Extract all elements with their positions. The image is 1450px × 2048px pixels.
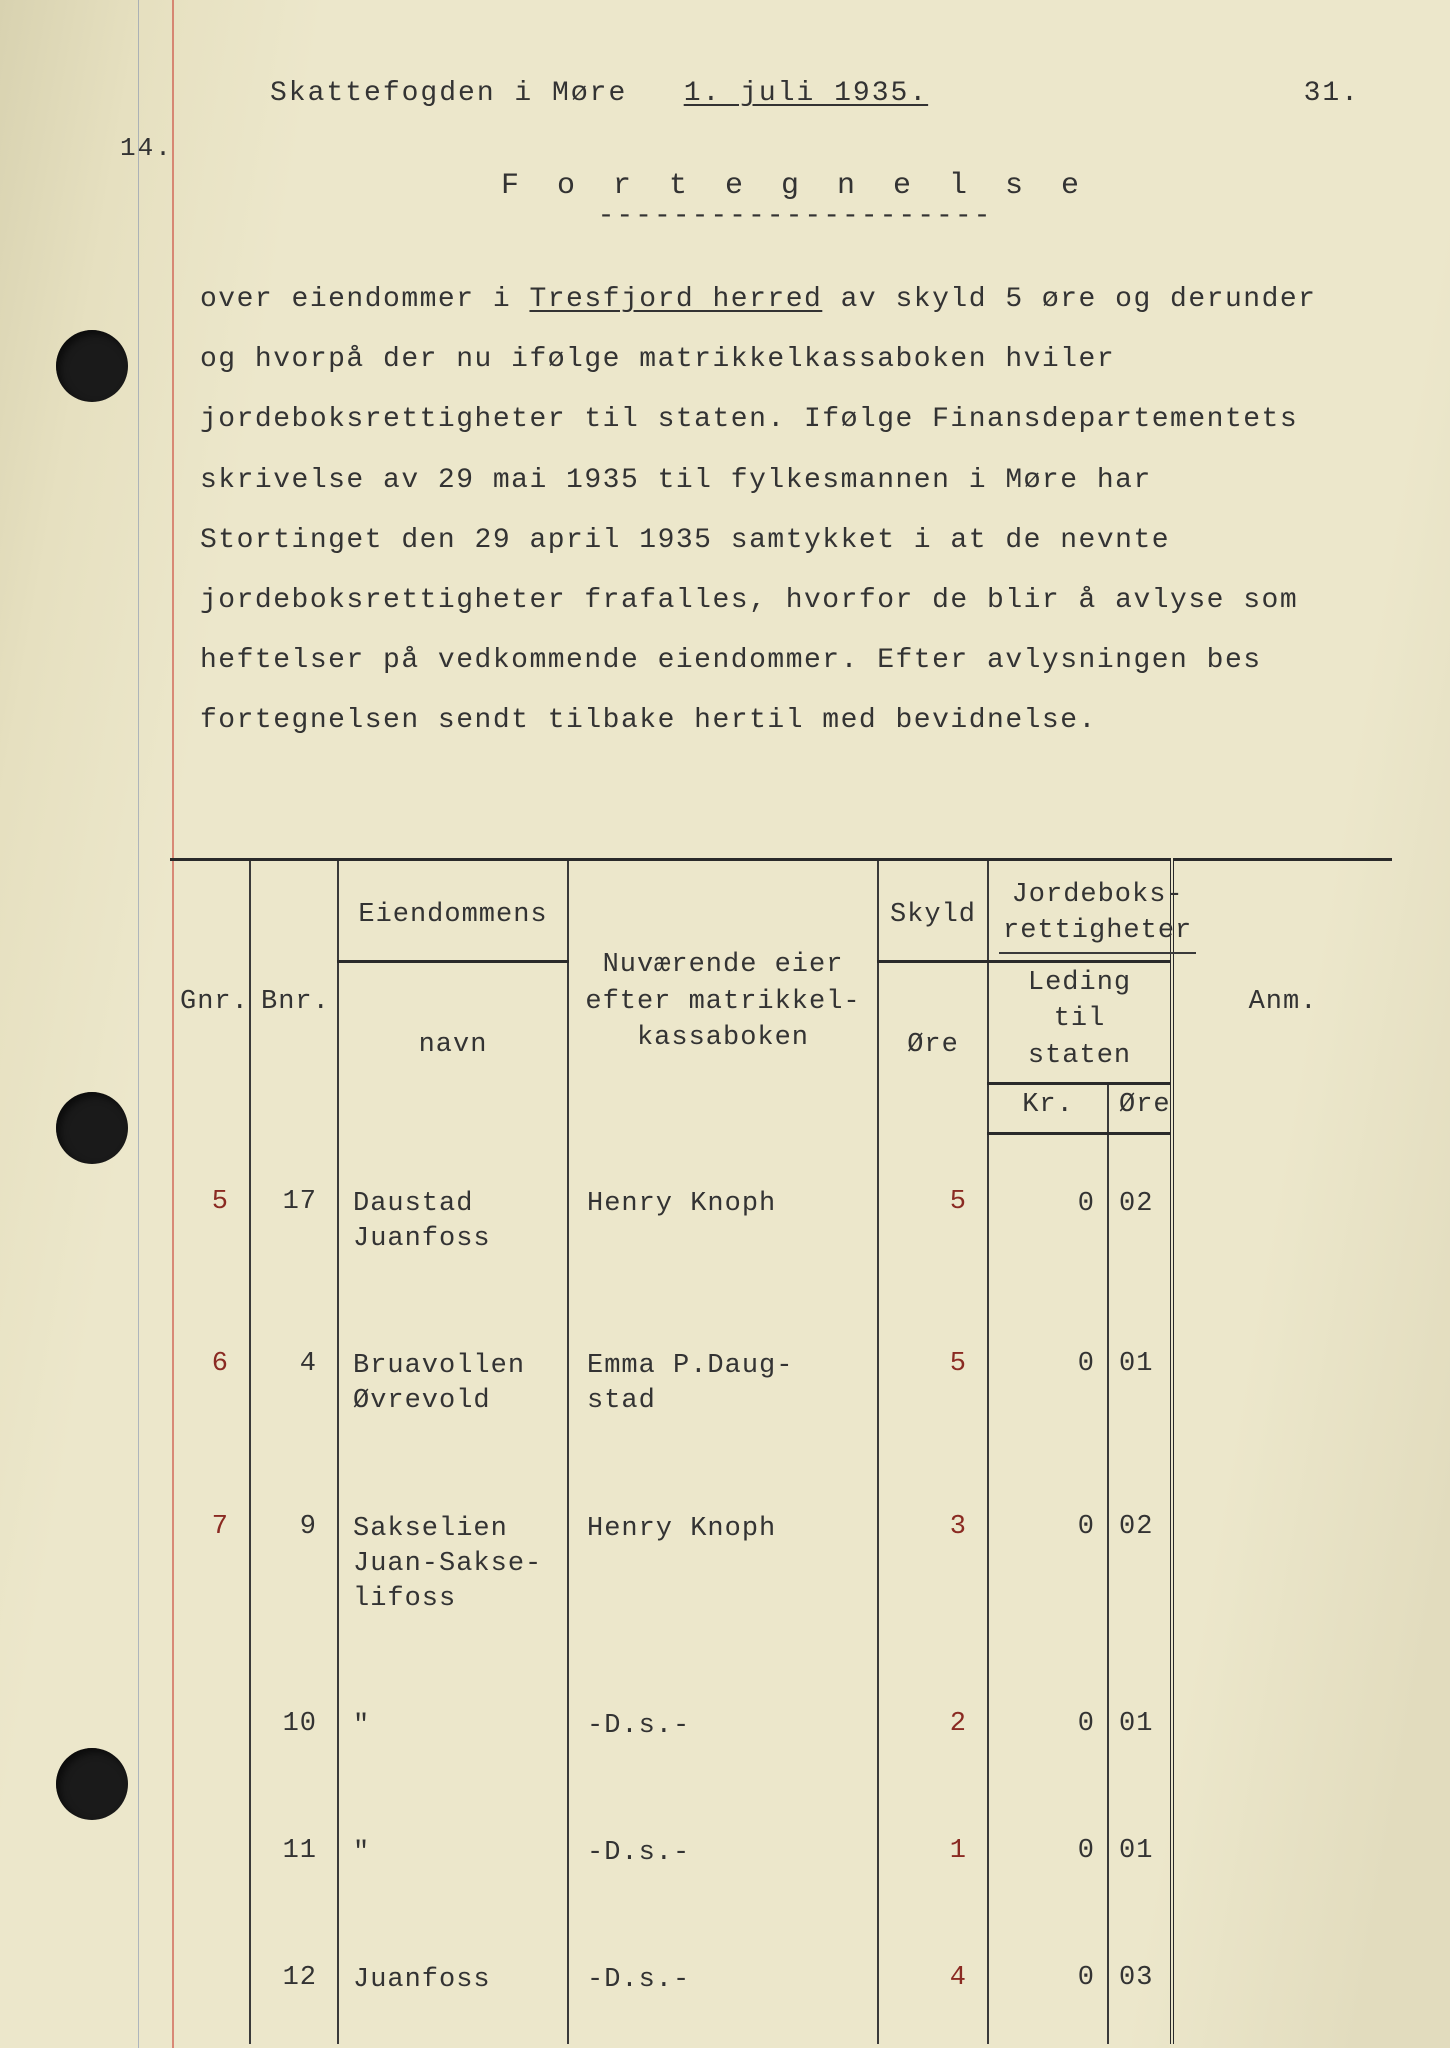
table-row: 79SakselienJuan-Sakse-lifossHenry Knoph3… (170, 1466, 1392, 1663)
table-cell: 02 (1108, 1466, 1172, 1663)
table-cell: BruavollenØvrevold (338, 1303, 568, 1465)
table-cell: " (338, 1663, 568, 1790)
header-line: Skattefogden i Møre 1. juli 1935. 31. (200, 78, 1390, 109)
table-cell: 0 (988, 1663, 1108, 1790)
table-cell (1172, 1303, 1392, 1465)
document-title: F o r t e g n e l s e ------------------… (200, 169, 1390, 232)
table-header: Gnr. Bnr. Eiendommens Nuværende eier eft… (170, 860, 1392, 1134)
col-kr: Kr. (988, 1084, 1108, 1133)
table-cell (170, 1663, 250, 1790)
property-table: Gnr. Bnr. Eiendommens Nuværende eier eft… (170, 858, 1392, 2028)
table-cell: 01 (1108, 1790, 1172, 1917)
table-row: 12Juanfoss-D.s.-4003 (170, 1917, 1392, 2044)
col-name-top: Eiendommens (338, 860, 568, 962)
punch-hole (56, 330, 128, 402)
punch-hole (56, 1092, 128, 1164)
agency-name: Skattefogden i Møre (270, 78, 627, 109)
col-gnr: Gnr. (170, 860, 250, 1134)
table-cell: 02 (1108, 1133, 1172, 1303)
table-cell (1172, 1663, 1392, 1790)
table-cell: 2 (878, 1663, 988, 1790)
body-text-a: over eiendommer i (200, 284, 529, 315)
table-body: 517DaustadJuanfossHenry Knoph500264Bruav… (170, 1133, 1392, 2044)
col-skyld-bottom: Øre (878, 961, 988, 1133)
table-cell: 03 (1108, 1917, 1172, 2044)
table-row: 517DaustadJuanfossHenry Knoph5002 (170, 1133, 1392, 1303)
table-cell: 5 (878, 1133, 988, 1303)
table-row: 11"-D.s.-1001 (170, 1790, 1392, 1917)
col-name-bottom: navn (338, 961, 568, 1133)
table-cell: Emma P.Daug-stad (568, 1303, 878, 1465)
col-bnr: Bnr. (250, 860, 338, 1134)
table-cell: 0 (988, 1133, 1108, 1303)
table-cell: SakselienJuan-Sakse-lifoss (338, 1466, 568, 1663)
table-cell: 11 (250, 1790, 338, 1917)
table-cell: 0 (988, 1303, 1108, 1465)
col-skyld-top: Skyld (878, 860, 988, 962)
table-cell: 3 (878, 1466, 988, 1663)
col-rights-sub: Leding til staten (988, 961, 1172, 1083)
table-cell (1172, 1466, 1392, 1663)
table-cell: 0 (988, 1466, 1108, 1663)
table-cell: 5 (170, 1133, 250, 1303)
col-owner: Nuværende eier efter matrikkel-kassaboke… (568, 860, 878, 1134)
col-anm: Anm. (1172, 860, 1392, 1134)
table-cell: 5 (878, 1303, 988, 1465)
title-underline: --------------------- (200, 201, 1390, 232)
table-cell (1172, 1790, 1392, 1917)
body-paragraph: over eiendommer i Tresfjord herred av sk… (200, 270, 1340, 752)
margin-rule-blue (138, 0, 139, 2048)
table-cell: 9 (250, 1466, 338, 1663)
table-cell: 17 (250, 1133, 338, 1303)
table-cell: " (338, 1790, 568, 1917)
punch-hole (56, 1748, 128, 1820)
table-cell: 0 (988, 1917, 1108, 2044)
title-text: F o r t e g n e l s e (200, 169, 1390, 203)
table-cell: 12 (250, 1917, 338, 2044)
table-cell: DaustadJuanfoss (338, 1133, 568, 1303)
table-cell: 0 (988, 1790, 1108, 1917)
table-cell (170, 1790, 250, 1917)
document-date: 1. juli 1935. (684, 78, 928, 109)
table-cell: Henry Knoph (568, 1133, 878, 1303)
table-cell: 1 (878, 1790, 988, 1917)
table-cell: 4 (878, 1917, 988, 2044)
col-rights-top: Jordeboks-rettigheter (988, 860, 1172, 962)
col-ore: Øre (1108, 1084, 1172, 1133)
table-cell: -D.s.- (568, 1790, 878, 1917)
table-cell: 01 (1108, 1663, 1172, 1790)
table-cell: -D.s.- (568, 1663, 878, 1790)
body-text-b: av skyld 5 øre og derunder og hvorpå der… (200, 284, 1316, 736)
table-cell: 01 (1108, 1303, 1172, 1465)
table-cell (1172, 1917, 1392, 2044)
table-row: 10"-D.s.-2001 (170, 1663, 1392, 1790)
table-cell: 7 (170, 1466, 250, 1663)
table-cell (1172, 1133, 1392, 1303)
herred-name: Tresfjord herred (529, 284, 822, 315)
scanned-page: Skattefogden i Møre 1. juli 1935. 31. 14… (0, 0, 1450, 2048)
table-cell: 6 (170, 1303, 250, 1465)
table-cell: Henry Knoph (568, 1466, 878, 1663)
page-number: 31. (1304, 78, 1360, 109)
table-cell (170, 1917, 250, 2044)
table-cell: 4 (250, 1303, 338, 1465)
line-number: 14. (120, 133, 1390, 163)
table-cell: Juanfoss (338, 1917, 568, 2044)
table-cell: 10 (250, 1663, 338, 1790)
table-cell: -D.s.- (568, 1917, 878, 2044)
table-row: 64BruavollenØvrevoldEmma P.Daug-stad5001 (170, 1303, 1392, 1465)
